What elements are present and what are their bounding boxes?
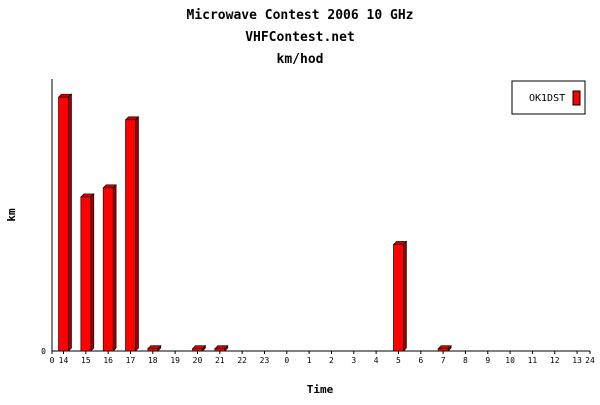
- x-tick-label: 4: [374, 356, 379, 365]
- x-tick-label: 6: [418, 356, 423, 365]
- x-tick-label: 9: [485, 356, 490, 365]
- x-tick-label: 16: [103, 356, 113, 365]
- x-tick-label: 11: [528, 356, 538, 365]
- legend-swatch: [572, 90, 581, 106]
- x-tick-label: 14: [59, 356, 69, 365]
- bar-side: [68, 93, 72, 352]
- chart-subtitle: VHFContest.net: [245, 30, 355, 45]
- bar: [437, 345, 452, 352]
- bar-side: [90, 193, 95, 352]
- bar-side: [403, 240, 407, 352]
- x-tick-label: 21: [215, 356, 225, 365]
- x-axis-title: Time: [307, 383, 334, 396]
- bar-side: [112, 184, 117, 352]
- x-tick-label: 10: [505, 356, 515, 365]
- x-tick-label: 18: [148, 356, 158, 365]
- bar-front: [437, 348, 449, 352]
- x-tick-label: 7: [441, 356, 446, 365]
- bar: [214, 345, 229, 352]
- legend: OK1DST: [511, 80, 586, 115]
- chart-title: Microwave Contest 2006 10 GHz: [187, 8, 414, 23]
- x-tick-label: 12: [550, 356, 560, 365]
- bar: [147, 345, 162, 352]
- legend-label: OK1DST: [529, 93, 565, 104]
- x-tick-label: 15: [81, 356, 91, 365]
- bar-front: [125, 119, 136, 352]
- chart-unit-subtitle: km/hod: [277, 52, 324, 67]
- bar-front: [58, 96, 69, 352]
- x-tick-label: 19: [170, 356, 180, 365]
- x-ticks-group: 0 14 15 16 17 18 19 20 21 22 23 0 1 2 3 4 5 6 7 8 9 10 11 12 13 2…: [50, 351, 595, 365]
- bar: [191, 345, 207, 352]
- bar-front: [393, 244, 404, 352]
- x-tick-label: 20: [193, 356, 203, 365]
- x-tick-label: 5: [396, 356, 401, 365]
- bars-group: [57, 93, 452, 352]
- bar-side: [135, 116, 139, 352]
- x-tick-label: 24: [585, 356, 595, 365]
- x-tick-label: 13: [572, 356, 582, 365]
- bar: [102, 184, 117, 352]
- bar-front: [214, 348, 226, 352]
- x-tick-label: 8: [463, 356, 468, 365]
- bar-front: [147, 348, 159, 352]
- x-tick-label: 17: [126, 356, 136, 365]
- bar-front: [192, 348, 203, 352]
- bar-front: [80, 196, 92, 352]
- x-tick-label: 0: [50, 356, 55, 365]
- y-tick-label: 0: [41, 347, 46, 356]
- bar: [80, 193, 95, 352]
- bar: [57, 93, 73, 352]
- y-axis-title: km: [5, 208, 18, 222]
- x-tick-label: 0: [284, 356, 289, 365]
- x-tick-label: 3: [351, 356, 356, 365]
- bar-front: [102, 187, 114, 352]
- bar: [124, 116, 140, 352]
- x-tick-label: 23: [260, 356, 270, 365]
- x-tick-label: 2: [329, 356, 334, 365]
- bar: [392, 240, 408, 352]
- x-tick-label: 22: [237, 356, 247, 365]
- x-tick-label: 1: [307, 356, 312, 365]
